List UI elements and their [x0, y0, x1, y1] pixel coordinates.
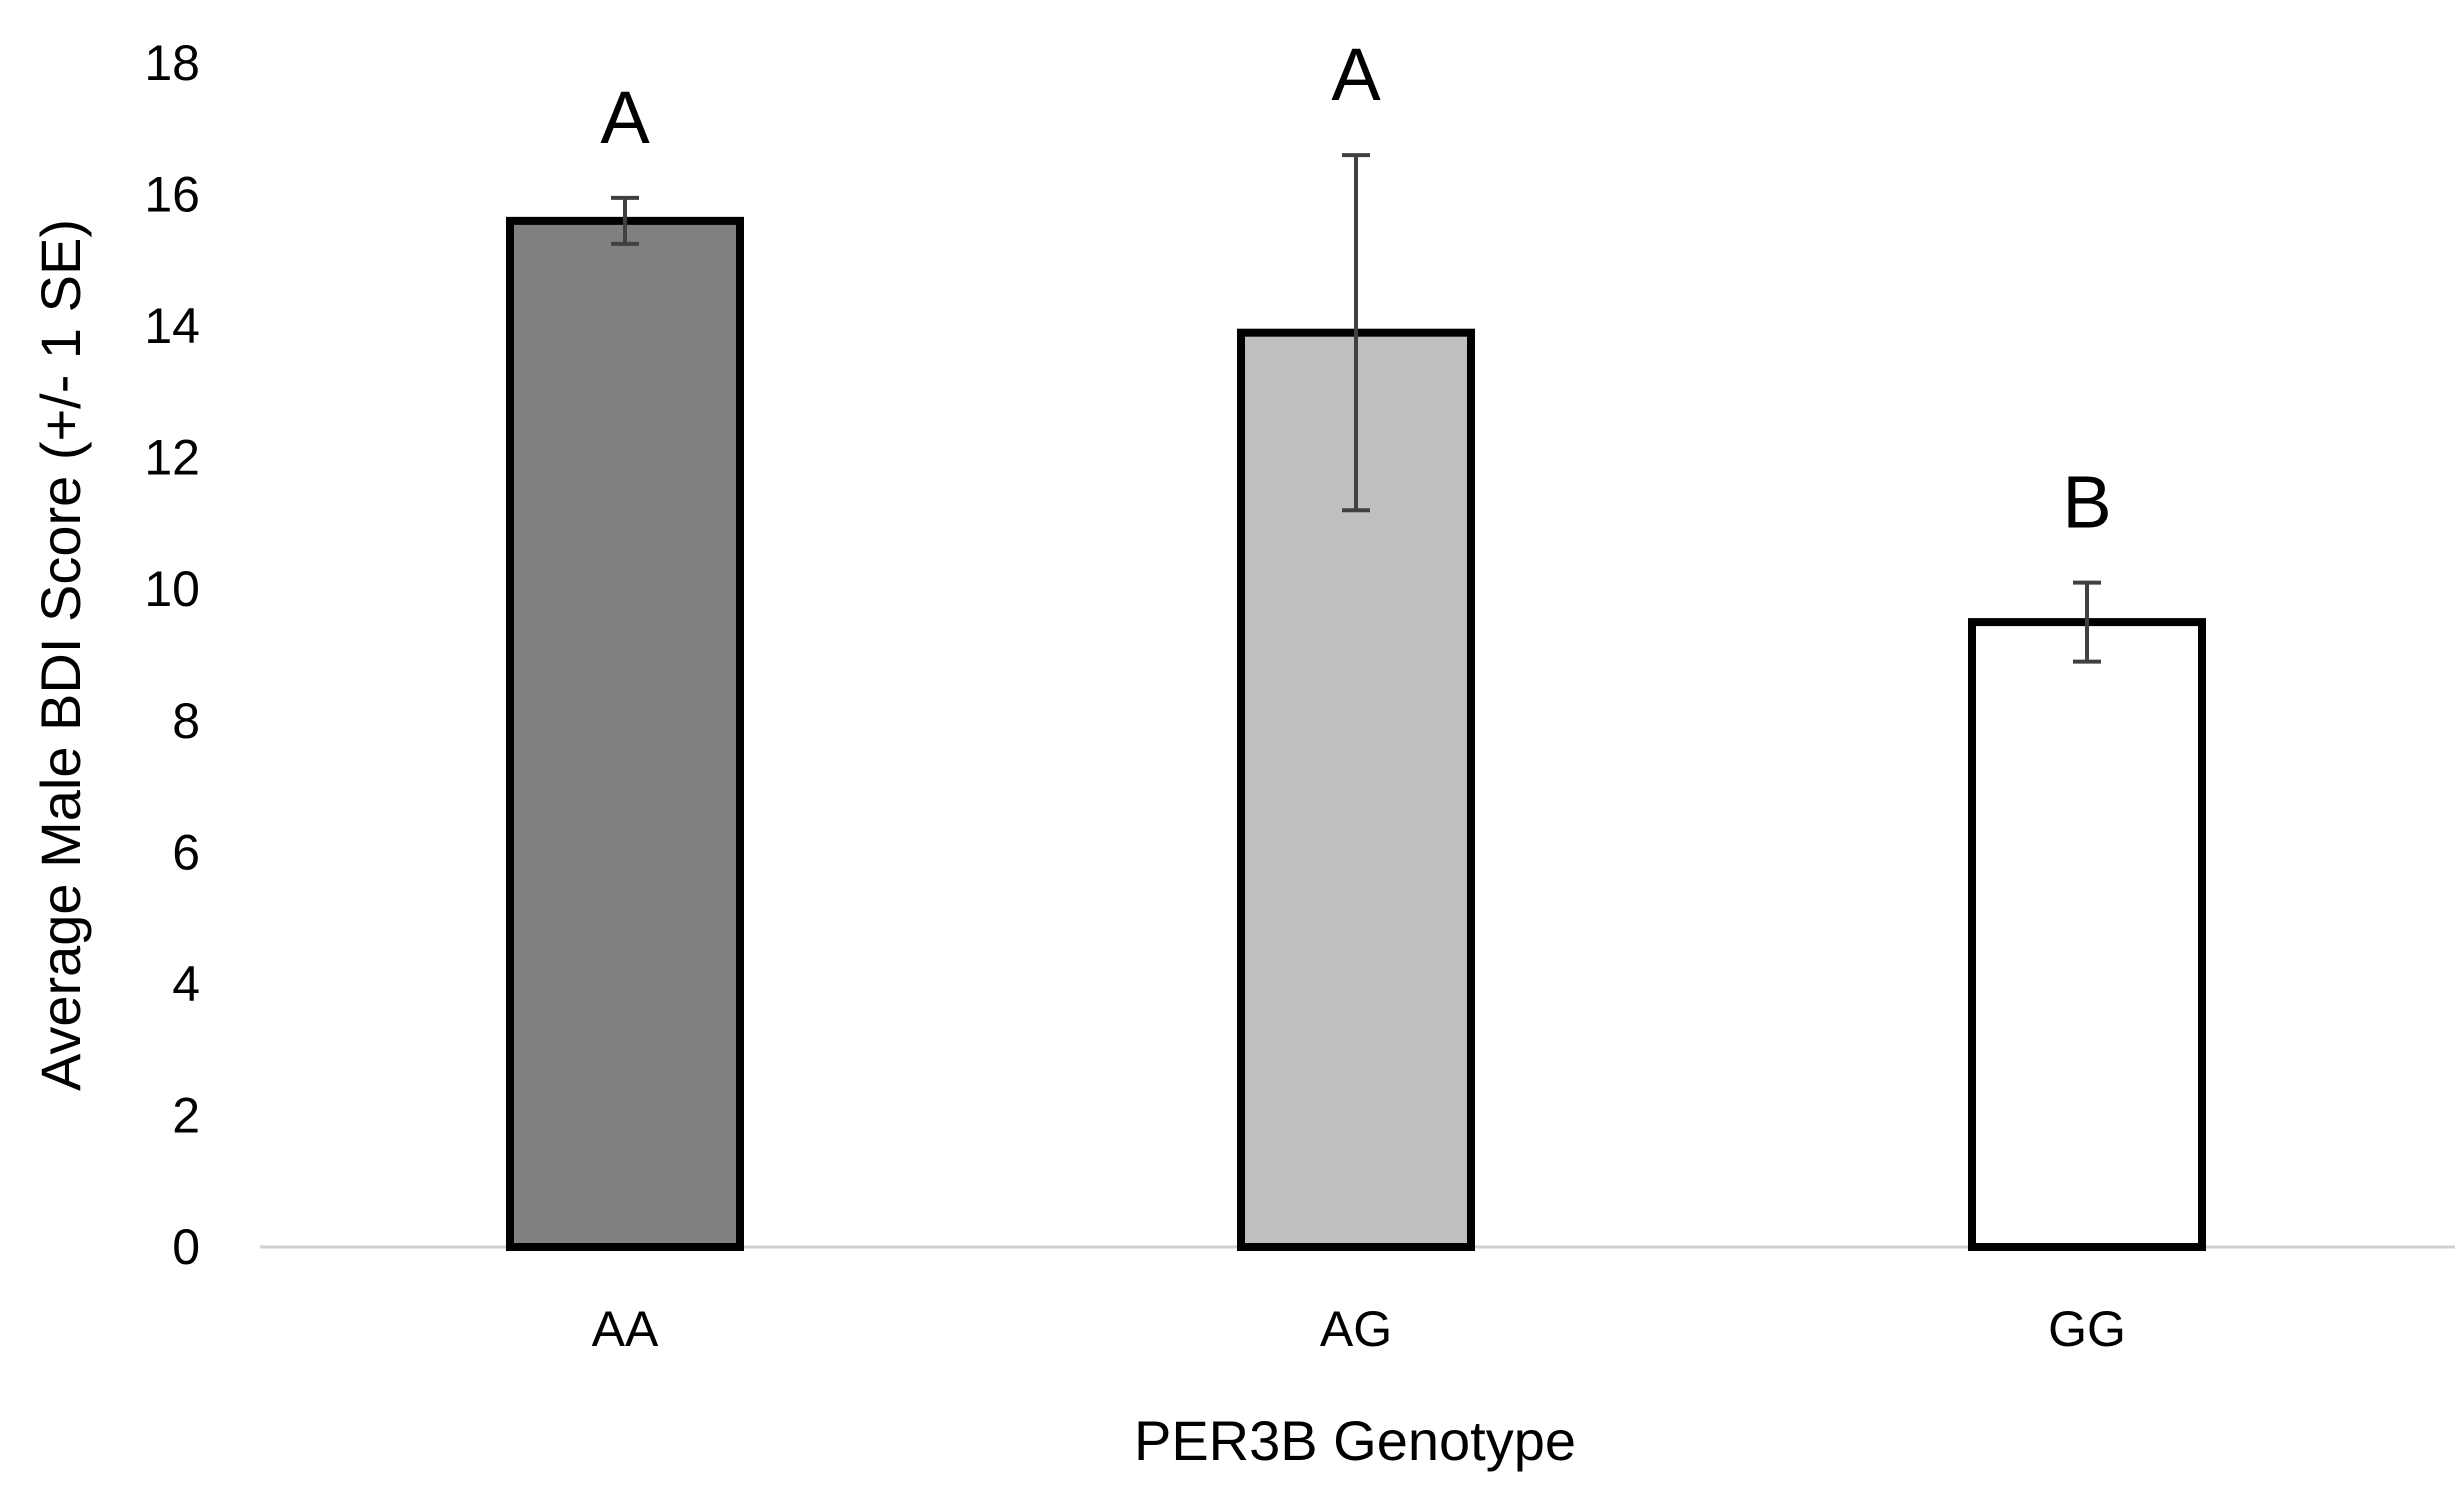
y-tick-label: 14	[144, 298, 200, 354]
x-axis-title: PER3B Genotype	[1134, 1409, 1576, 1472]
y-tick-label: 8	[172, 693, 200, 749]
y-tick-label: 12	[144, 430, 200, 486]
error-bar-ag	[1342, 153, 1370, 513]
y-tick-label: 18	[144, 35, 200, 91]
y-tick-label: 0	[172, 1219, 200, 1275]
x-axis-category-labels: AA AG GG	[592, 1301, 2126, 1357]
y-tick-label: 16	[144, 167, 200, 223]
y-tick-label: 6	[172, 824, 200, 880]
significance-label-ag: A	[1331, 33, 1381, 116]
significance-label-gg: B	[2062, 461, 2111, 544]
y-tick-label: 10	[144, 561, 200, 617]
bars	[506, 216, 2206, 1251]
y-tick-label: 4	[172, 956, 200, 1012]
y-axis-title: Average Male BDI Score (+/- 1 SE)	[29, 219, 92, 1091]
x-category-label-ag: AG	[1320, 1301, 1392, 1357]
bar-gg	[1968, 618, 2206, 1251]
error-bar-aa	[611, 195, 639, 246]
bar-aa	[506, 216, 744, 1251]
significance-labels: A A B	[600, 33, 2111, 544]
error-bars	[611, 153, 2101, 664]
y-tick-label: 2	[172, 1087, 200, 1143]
x-category-label-aa: AA	[592, 1301, 659, 1357]
significance-label-aa: A	[600, 76, 650, 159]
y-axis-ticks: 0 2 4 6 8 10 12 14 16 18	[144, 35, 200, 1275]
x-category-label-gg: GG	[2048, 1301, 2126, 1357]
error-bar-gg	[2073, 580, 2101, 664]
